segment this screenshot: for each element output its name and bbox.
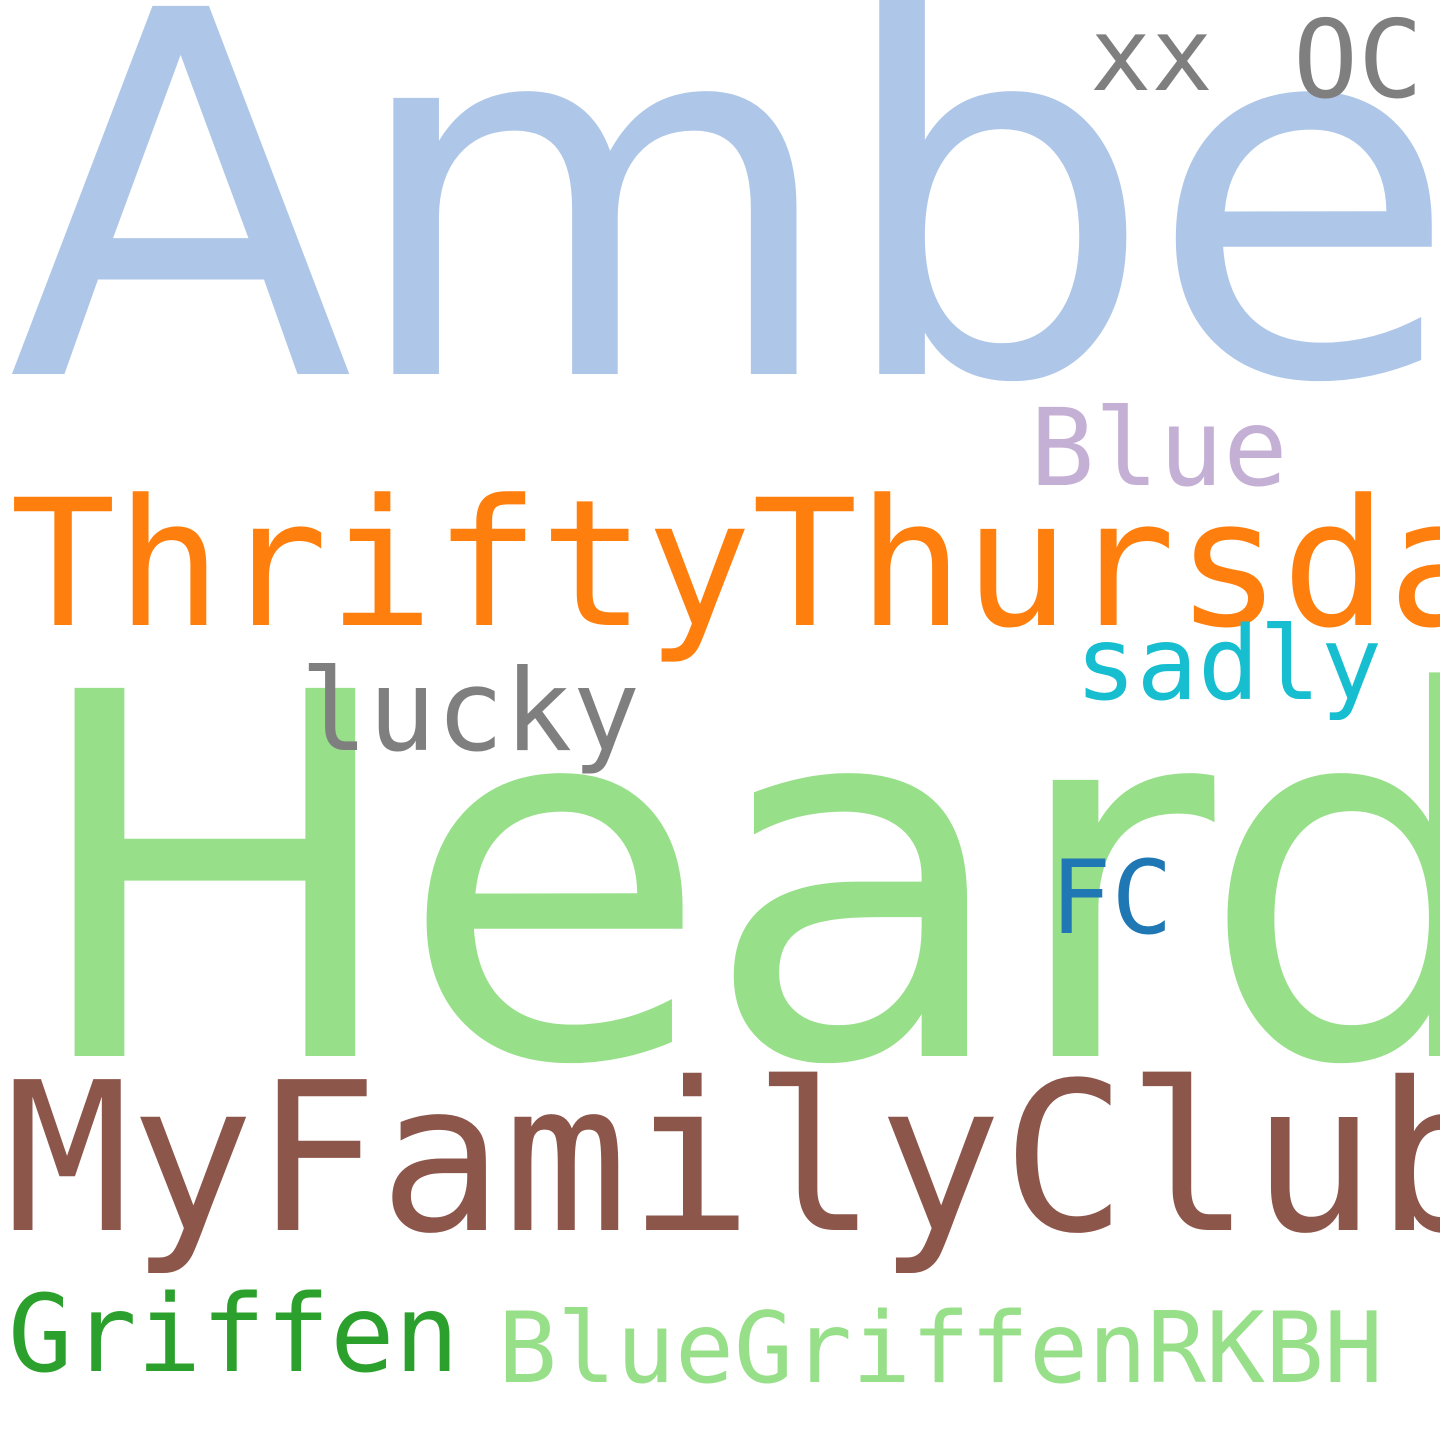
word-fc: FC bbox=[1050, 839, 1173, 958]
word-bluegriffenrkbh: BlueGriffenRKBH bbox=[498, 1292, 1384, 1406]
word-blue: Blue bbox=[1030, 387, 1288, 511]
word-griffen: Griffen bbox=[8, 1273, 459, 1397]
word-myfamilyclub: MyFamilyClub bbox=[5, 1038, 1440, 1279]
word-heard: Heard bbox=[25, 588, 1440, 1176]
word-thriftythursday: ThriftyThursday bbox=[10, 462, 1440, 667]
word-xx: xx bbox=[1090, 0, 1213, 115]
word-lucky: lucky bbox=[300, 645, 641, 777]
word-sadly: sadly bbox=[1075, 605, 1383, 724]
word-oc: OC bbox=[1293, 0, 1424, 123]
word-amber: Amber bbox=[8, 0, 1440, 494]
